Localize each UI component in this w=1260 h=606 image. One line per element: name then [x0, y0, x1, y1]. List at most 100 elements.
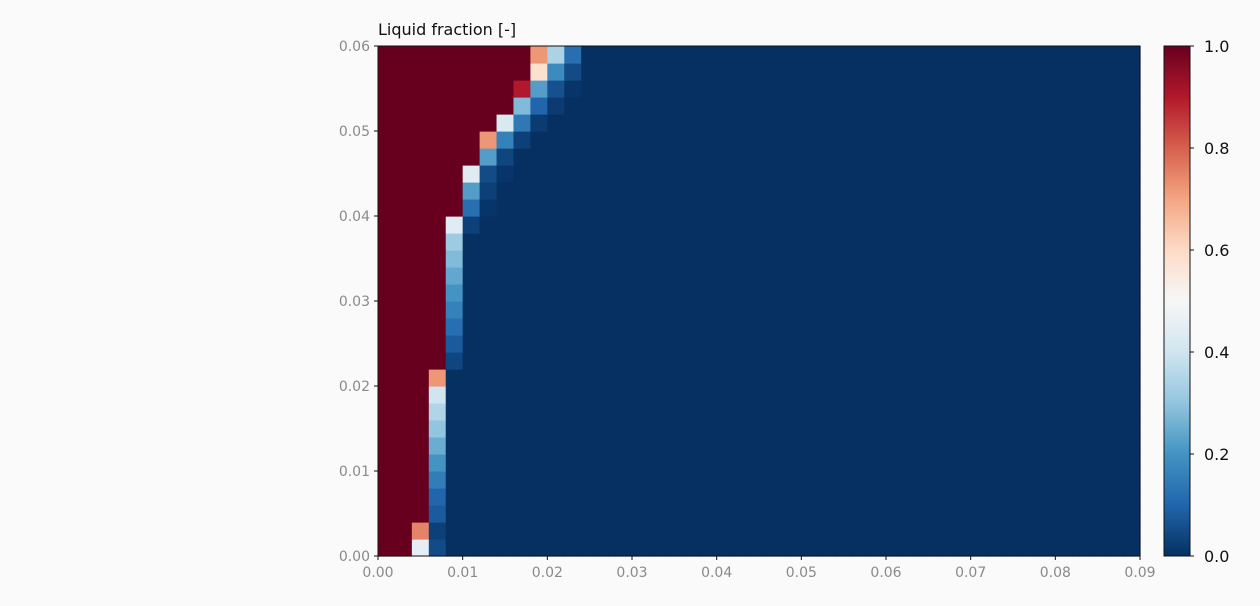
heatmap-cell: [411, 454, 430, 472]
heatmap-cell: [716, 267, 735, 285]
heatmap-cell: [1004, 63, 1023, 81]
heatmap-cell: [1055, 165, 1073, 183]
heatmap-cell: [1038, 165, 1056, 183]
heatmap-cell: [953, 199, 972, 217]
heatmap-cell: [479, 505, 498, 523]
heatmap-cell: [716, 505, 735, 523]
heatmap-cell: [987, 80, 1006, 98]
heatmap-cell: [665, 148, 684, 166]
heatmap-cell: [902, 182, 921, 200]
heatmap-cell: [818, 216, 836, 234]
heatmap-cell: [1038, 386, 1056, 404]
heatmap-cell: [462, 386, 481, 404]
heatmap-cell: [530, 80, 548, 98]
heatmap-cell: [581, 522, 599, 540]
heatmap-cell: [987, 318, 1006, 336]
heatmap-cell: [682, 454, 701, 472]
heatmap-cell: [445, 488, 464, 506]
heatmap-cell: [733, 403, 752, 421]
heatmap-cell: [428, 63, 447, 81]
heatmap-cell: [869, 114, 887, 132]
heatmap-cell: [615, 182, 633, 200]
heatmap-cell: [428, 80, 447, 98]
heatmap-cell: [598, 539, 616, 557]
heatmap-cell: [1072, 233, 1090, 251]
heatmap-cell: [1089, 420, 1107, 438]
heatmap-cell: [869, 488, 887, 506]
heatmap-cell: [852, 267, 870, 285]
heatmap-cell: [479, 131, 498, 149]
heatmap-cell: [750, 250, 769, 268]
heatmap-cell: [632, 233, 650, 251]
heatmap-cell: [1038, 63, 1056, 81]
heatmap-cell: [1072, 97, 1090, 115]
heatmap-cell: [716, 369, 735, 387]
heatmap-cell: [886, 505, 904, 523]
heatmap-cell: [784, 420, 802, 438]
heatmap-cell: [970, 454, 989, 472]
heatmap-cell: [547, 267, 565, 285]
heatmap-cell: [479, 97, 498, 115]
heatmap-cell: [733, 148, 752, 166]
heatmap-cell: [1089, 250, 1107, 268]
heatmap-cell: [886, 165, 904, 183]
heatmap-cell: [378, 46, 396, 64]
heatmap-cell: [615, 199, 633, 217]
heatmap-cell: [581, 454, 599, 472]
heatmap-cell: [394, 369, 413, 387]
heatmap-cell: [699, 284, 718, 302]
heatmap-cell: [445, 403, 464, 421]
heatmap-cell: [513, 352, 531, 370]
heatmap-cell: [564, 403, 582, 421]
heatmap-cell: [750, 148, 769, 166]
heatmap-cell: [1106, 335, 1124, 353]
heatmap-cell: [496, 267, 515, 285]
heatmap-cell: [784, 182, 802, 200]
heatmap-cell: [479, 437, 498, 455]
heatmap-cell: [581, 420, 599, 438]
heatmap-cell: [1123, 97, 1141, 115]
heatmap-cell: [547, 522, 565, 540]
heatmap-cell: [547, 182, 565, 200]
heatmap-cell: [919, 403, 938, 421]
heatmap-cell: [598, 199, 616, 217]
heatmap-cell: [496, 437, 515, 455]
heatmap-cell: [767, 63, 785, 81]
heatmap-cell: [818, 420, 836, 438]
heatmap-cell: [547, 437, 565, 455]
heatmap-cell: [919, 199, 938, 217]
heatmap-cell: [818, 369, 836, 387]
heatmap-cell: [428, 420, 447, 438]
heatmap-cell: [953, 250, 972, 268]
heatmap-cell: [394, 471, 413, 489]
heatmap-cell: [445, 437, 464, 455]
heatmap-cell: [564, 386, 582, 404]
heatmap-cell: [632, 318, 650, 336]
heatmap-cell: [784, 216, 802, 234]
heatmap-cell: [919, 148, 938, 166]
heatmap-cell: [547, 386, 565, 404]
heatmap-cell: [919, 488, 938, 506]
heatmap-cell: [750, 505, 769, 523]
heatmap-cell: [564, 454, 582, 472]
colorbar-axis: 0.0 0.2 0.4 0.6 0.8 1.0: [1190, 37, 1229, 566]
heatmap-cell: [1106, 216, 1124, 234]
heatmap-cell: [936, 522, 955, 540]
heatmap-cell: [886, 80, 904, 98]
heatmap-cell: [716, 522, 735, 540]
heatmap-cell: [445, 80, 464, 98]
heatmap-cell: [479, 420, 498, 438]
heatmap-cell: [886, 250, 904, 268]
heatmap-cell: [733, 369, 752, 387]
heatmap-cell: [513, 301, 531, 319]
heatmap-cell: [547, 131, 565, 149]
heatmap-cell: [953, 216, 972, 234]
heatmap-cell: [1089, 454, 1107, 472]
heatmap-cell: [1004, 182, 1023, 200]
heatmap-cell: [886, 420, 904, 438]
heatmap-cell: [1106, 148, 1124, 166]
heatmap-cell: [632, 522, 650, 540]
heatmap-cell: [936, 335, 955, 353]
heatmap-cell: [716, 420, 735, 438]
heatmap-cell: [615, 454, 633, 472]
